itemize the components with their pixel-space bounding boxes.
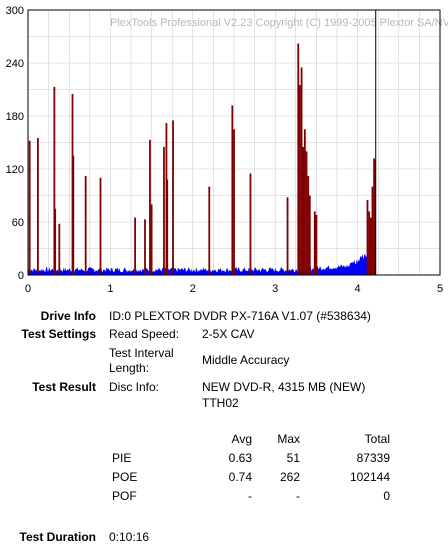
disc-info-line-2: TTH02 <box>202 396 239 410</box>
poe-bar <box>99 177 102 275</box>
stats-row-max: 51 <box>286 451 300 465</box>
x-tick-label: 0 <box>25 283 31 295</box>
test-settings-label: Test Settings <box>21 327 96 341</box>
poe-bar <box>231 105 234 276</box>
test-duration-label: Test Duration <box>19 530 96 544</box>
x-tick-label: 5 <box>437 283 443 295</box>
x-tick-label: 1 <box>107 283 113 295</box>
poe-bar <box>286 197 289 275</box>
y-tick-label: 60 <box>12 217 24 229</box>
plot-border <box>27 9 441 276</box>
poe-bar <box>299 85 301 275</box>
drive-info-value: ID:0 PLEXTOR DVDR PX-716A V1.07 (#538634… <box>109 309 371 323</box>
poe-bar <box>308 195 311 275</box>
poe-bar <box>305 151 308 275</box>
stats-row-total: 87339 <box>356 451 390 465</box>
poe-bar <box>134 217 137 275</box>
test-interval-value: Middle Accuracy <box>202 353 290 367</box>
poe-bar <box>369 217 372 275</box>
y-tick-label: 300 <box>6 5 24 17</box>
y-axis-ticks: 0 60 120 180 240 300 <box>6 5 24 282</box>
poe-bar <box>163 146 165 275</box>
x-tick-label: 2 <box>190 283 196 295</box>
stats-row-avg: 0.74 <box>228 470 252 484</box>
x-tick-label: 3 <box>272 283 278 295</box>
stats-row-name: PIE <box>112 451 132 465</box>
stats-row-total: 102144 <box>349 470 390 484</box>
stats-row-avg: 0.63 <box>228 451 252 465</box>
poe-bar <box>53 86 56 275</box>
y-tick-label: 180 <box>6 111 24 123</box>
poe-bar <box>233 129 235 275</box>
poe-bar <box>297 43 300 275</box>
poe-bar <box>144 219 146 275</box>
stats-row-name: POF <box>112 489 137 503</box>
stats-row-name: POE <box>112 470 138 484</box>
stats-header-total: Total <box>364 432 390 446</box>
poe-bar <box>366 199 369 275</box>
poe-bar <box>303 129 306 275</box>
poe-bars <box>28 43 376 276</box>
poe-bar <box>249 173 252 275</box>
poe-bar <box>28 140 31 275</box>
test-interval-label-1: Test Interval <box>109 346 174 360</box>
stats-row-max: - <box>296 489 300 503</box>
poe-bar <box>149 139 151 275</box>
poe-bar <box>371 186 374 275</box>
poe-bar <box>172 120 174 276</box>
stats-row-total: 0 <box>383 489 390 503</box>
drive-info-label: Drive Info <box>40 309 96 323</box>
x-tick-label: 4 <box>355 283 361 295</box>
poe-bar <box>72 155 75 275</box>
poe-bar <box>84 176 87 275</box>
x-axis-ticks: 0 1 2 3 4 5 <box>25 283 443 295</box>
stats-header-avg: Avg <box>231 432 252 446</box>
poe-bar <box>313 211 316 275</box>
poe-bar <box>315 214 318 275</box>
poe-bar <box>307 176 310 275</box>
read-speed-label: Read Speed: <box>109 327 180 341</box>
disc-info-label: Disc Info: <box>109 380 160 394</box>
poe-bar <box>36 138 39 275</box>
test-interval-label-2: Length: <box>109 361 150 375</box>
y-tick-label: 120 <box>6 164 24 176</box>
poe-bar <box>54 208 57 275</box>
poe-bar <box>58 223 61 275</box>
poe-bar <box>368 211 371 275</box>
poe-bar <box>208 186 211 275</box>
poe-bar <box>166 179 169 275</box>
poe-bar <box>150 204 153 275</box>
read-speed-value: 2-5X CAV <box>202 327 255 341</box>
chart-watermark: PlexTools Professional V2.23 Copyright (… <box>110 17 448 29</box>
error-chart: PlexTools Professional V2.23 Copyright (… <box>6 5 448 295</box>
pie-area <box>28 241 376 275</box>
poe-bar <box>374 160 376 275</box>
poe-bar <box>302 146 305 275</box>
stats-header-max: Max <box>277 432 300 446</box>
y-tick-label: 0 <box>18 270 24 282</box>
stats-row-avg: - <box>248 489 252 503</box>
disc-info-line-1: NEW DVD-R, 4315 MB (NEW) <box>202 380 366 394</box>
test-result-label: Test Result <box>32 380 96 394</box>
stats-row-max: 262 <box>279 470 300 484</box>
test-duration-value: 0:10:16 <box>109 530 150 544</box>
poe-bar <box>300 67 303 276</box>
y-tick-label: 240 <box>6 58 24 70</box>
